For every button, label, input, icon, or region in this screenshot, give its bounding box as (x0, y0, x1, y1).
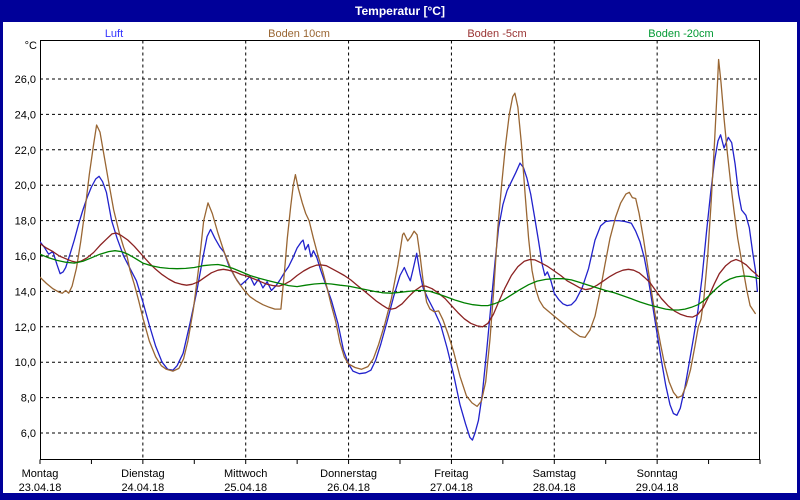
series-line-boden-20cm (40, 250, 759, 311)
y-tick-label: 24,0 (15, 109, 36, 121)
chart-legend: Luft Boden 10cm Boden -5cm Boden -20cm (105, 28, 714, 40)
legend-item-boden-20cm: Boden -20cm (648, 28, 713, 40)
y-axis-labels: 26,0 24,0 22,0 20,0 18,0 16,0 14,0 12,0 10,0 8,0 6… (15, 74, 36, 440)
day-name-label: Samstag (533, 468, 576, 480)
day-date-label: 27.04.18 (430, 482, 473, 494)
y-tick-label: 20,0 (15, 180, 36, 192)
y-axis-unit-label: °C (25, 40, 37, 52)
y-tick-label: 16,0 (15, 251, 36, 263)
legend-item-boden-5cm: Boden -5cm (467, 28, 526, 40)
series-lines (40, 58, 759, 441)
window-titlebar (0, 0, 800, 22)
series-line-boden-10cm (40, 58, 756, 408)
y-tick-label: 26,0 (15, 74, 36, 86)
y-tick-label: 22,0 (15, 145, 36, 157)
y-tick-label: 12,0 (15, 322, 36, 334)
day-name-label: Freitag (434, 468, 468, 480)
legend-item-luft: Luft (105, 28, 123, 40)
window-frame-bottom (0, 493, 800, 500)
day-name-label: Donnerstag (320, 468, 377, 480)
day-date-label: 26.04.18 (327, 482, 370, 494)
series-line-luft (40, 134, 759, 441)
y-tick-label: 10,0 (15, 357, 36, 369)
window-frame-left (0, 0, 3, 500)
y-tick-label: 18,0 (15, 216, 36, 228)
day-date-label: 24.04.18 (121, 482, 164, 494)
window-title: Temperatur [°C] (355, 4, 445, 18)
series-line-boden-5cm (40, 232, 759, 328)
day-name-label: Montag (22, 468, 59, 480)
day-name-label: Sonntag (637, 468, 678, 480)
day-name-label: Dienstag (121, 468, 164, 480)
x-axis-labels: Montag 23.04.18 Dienstag 24.04.18 Mittwoch 25… (19, 468, 679, 494)
y-tick-label: 14,0 (15, 286, 36, 298)
day-date-label: 28.04.18 (533, 482, 576, 494)
y-tick-label: 8,0 (21, 393, 36, 405)
day-name-label: Mittwoch (224, 468, 267, 480)
day-date-label: 25.04.18 (224, 482, 267, 494)
y-tick-label: 6,0 (21, 428, 36, 440)
legend-item-boden-10cm: Boden 10cm (268, 28, 330, 40)
x-axis-ticks (39, 459, 761, 464)
window-frame-right (797, 0, 800, 500)
day-date-label: 29.04.18 (636, 482, 679, 494)
day-date-label: 23.04.18 (19, 482, 62, 494)
